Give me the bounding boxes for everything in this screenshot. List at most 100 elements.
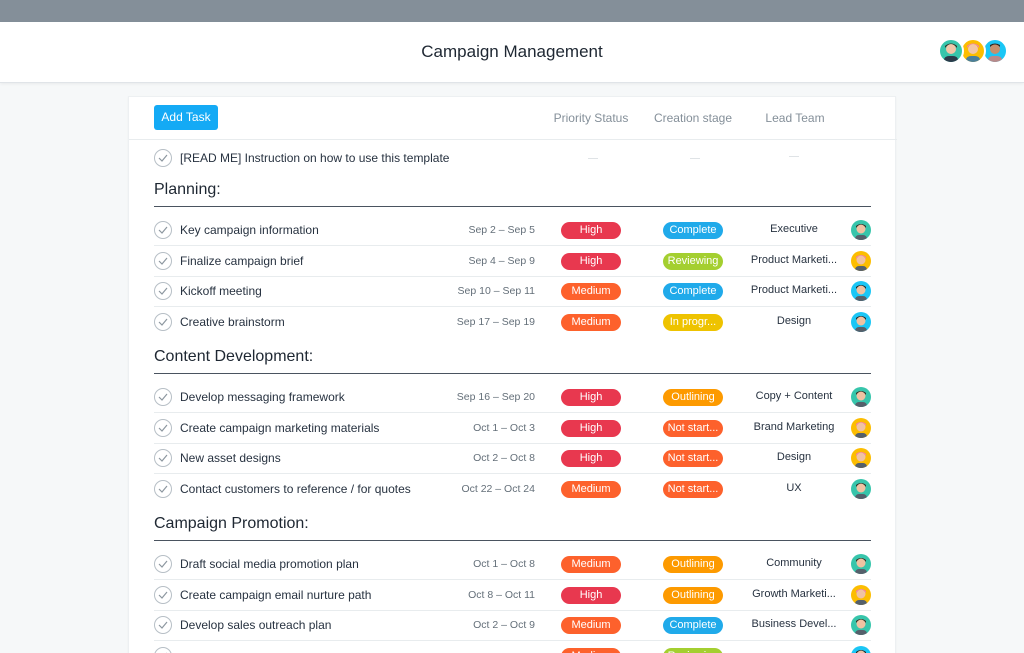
priority-badge[interactable]: Medium — [561, 481, 621, 499]
assignee-avatar[interactable] — [851, 554, 871, 574]
due-date-range[interactable]: Oct 1 – Oct 8 — [473, 558, 535, 570]
assignee-avatar[interactable] — [851, 646, 871, 653]
team-empty[interactable] — [789, 156, 799, 157]
task-row[interactable]: Key campaign information Sep 2 – Sep 5 Hig… — [154, 215, 871, 246]
task-name[interactable]: Key campaign information — [180, 223, 319, 237]
task-row[interactable]: Medium Reviewing — [154, 641, 871, 653]
complete-checkbox[interactable] — [154, 585, 172, 604]
due-date-range[interactable]: Oct 8 – Oct 11 — [468, 588, 535, 601]
assignee-avatar[interactable] — [851, 584, 871, 605]
stage-badge[interactable]: Outlining — [663, 586, 723, 604]
due-date-range[interactable]: Oct 1 – Oct 3 — [473, 421, 535, 434]
priority-badge[interactable]: Medium — [561, 283, 621, 301]
column-header-team[interactable]: Lead Team — [765, 111, 825, 125]
add-task-button[interactable]: Add Task — [154, 105, 218, 130]
task-name[interactable]: [READ ME] Instruction on how to use this… — [180, 151, 450, 165]
stage-badge[interactable]: Outlining — [663, 389, 723, 406]
complete-checkbox[interactable] — [154, 282, 172, 301]
stage-empty[interactable] — [690, 158, 700, 159]
section-header[interactable]: Campaign Promotion: — [154, 511, 871, 541]
task-row[interactable]: New asset designs Oct 2 – Oct 8 High Not st… — [154, 443, 871, 475]
task-name[interactable]: Develop sales outreach plan — [180, 618, 332, 633]
complete-checkbox[interactable] — [154, 555, 172, 573]
complete-checkbox[interactable] — [154, 388, 172, 406]
column-header-priority[interactable]: Priority Status — [553, 111, 629, 125]
task-name[interactable]: Finalize campaign brief — [180, 253, 304, 268]
lead-team[interactable]: UX — [786, 482, 802, 495]
priority-badge[interactable]: High — [561, 419, 621, 437]
lead-team[interactable]: Community — [766, 557, 822, 569]
due-date-range[interactable]: Oct 2 – Oct 9 — [473, 619, 535, 632]
task-name[interactable]: Contact customers to reference / for quo… — [180, 482, 411, 497]
task-row[interactable]: Contact customers to reference / for quo… — [154, 474, 871, 505]
lead-team[interactable]: Growth Marketi... — [752, 587, 836, 600]
stage-badge[interactable]: Not start... — [663, 419, 723, 437]
complete-checkbox[interactable] — [154, 251, 172, 270]
stage-badge[interactable]: Outlining — [663, 556, 723, 573]
stage-badge[interactable]: Reviewing — [663, 648, 723, 653]
due-date-range[interactable]: Oct 22 – Oct 24 — [461, 483, 535, 496]
due-date-range[interactable]: Sep 2 – Sep 5 — [468, 224, 535, 236]
task-name[interactable]: Develop messaging framework — [180, 390, 345, 404]
section-header[interactable]: Content Development: — [154, 344, 871, 374]
priority-badge[interactable]: Medium — [561, 617, 621, 635]
complete-checkbox[interactable] — [154, 418, 172, 437]
due-date-range[interactable]: Sep 17 – Sep 19 — [456, 316, 535, 329]
assignee-avatar[interactable] — [851, 417, 871, 438]
assignee-avatar[interactable] — [851, 312, 871, 333]
assignee-avatar[interactable] — [851, 615, 871, 636]
complete-checkbox[interactable] — [154, 480, 172, 499]
priority-badge[interactable]: Medium — [561, 648, 621, 653]
task-name[interactable]: Creative brainstorm — [180, 315, 285, 330]
lead-team[interactable]: Product Marketi... — [750, 284, 838, 297]
task-name[interactable]: New asset designs — [180, 451, 281, 466]
stage-badge[interactable]: Reviewing — [663, 252, 723, 270]
stage-badge[interactable]: Complete — [663, 283, 723, 301]
task-row[interactable]: Develop messaging framework Sep 16 – Sep … — [154, 382, 871, 413]
priority-badge[interactable]: High — [561, 450, 621, 468]
priority-badge[interactable]: Medium — [561, 314, 621, 332]
priority-badge[interactable]: High — [561, 389, 621, 406]
readme-task-row[interactable]: [READ ME] Instruction on how to use this… — [154, 143, 871, 174]
complete-checkbox[interactable] — [154, 313, 172, 332]
task-name[interactable]: Draft social media promotion plan — [180, 557, 359, 571]
assignee-avatar[interactable] — [851, 448, 871, 469]
lead-team[interactable]: Business Devel... — [751, 618, 837, 631]
assignee-avatar[interactable] — [851, 250, 871, 271]
due-date-range[interactable]: Oct 2 – Oct 8 — [473, 452, 535, 465]
due-date-range[interactable]: Sep 16 – Sep 20 — [456, 391, 535, 403]
task-row[interactable]: Draft social media promotion plan Oct 1 –… — [154, 549, 871, 580]
assignee-avatar[interactable] — [851, 281, 871, 302]
task-row[interactable]: Finalize campaign brief Sep 4 – Sep 9 High… — [154, 246, 871, 277]
priority-badge[interactable]: High — [561, 222, 621, 239]
complete-checkbox[interactable] — [154, 616, 172, 635]
section-header[interactable]: Planning: — [154, 177, 871, 207]
task-row[interactable]: Develop sales outreach plan Oct 2 – Oct 9… — [154, 610, 871, 642]
complete-checkbox[interactable] — [154, 449, 172, 468]
lead-team[interactable]: Executive — [770, 223, 818, 235]
column-header-stage[interactable]: Creation stage — [653, 111, 733, 125]
due-date-range[interactable]: Sep 4 – Sep 9 — [468, 254, 535, 267]
stage-badge[interactable]: Not start... — [663, 450, 723, 468]
lead-team[interactable]: Copy + Content — [755, 390, 833, 402]
complete-checkbox[interactable] — [154, 149, 172, 167]
stage-badge[interactable]: Complete — [663, 222, 723, 239]
lead-team[interactable]: Design — [776, 451, 812, 464]
lead-team[interactable]: Brand Marketing — [753, 420, 835, 433]
complete-checkbox[interactable] — [154, 647, 172, 653]
lead-team[interactable]: Product Marketi... — [750, 253, 838, 266]
task-row[interactable]: Creative brainstorm Sep 17 – Sep 19 Medium… — [154, 307, 871, 338]
priority-badge[interactable]: Medium — [561, 556, 621, 573]
lead-team[interactable]: Design — [776, 315, 812, 328]
avatar[interactable] — [982, 38, 1008, 64]
task-name[interactable]: Create campaign marketing materials — [180, 420, 380, 435]
assignee-avatar[interactable] — [851, 220, 871, 240]
stage-badge[interactable]: In progr... — [663, 314, 723, 332]
task-name[interactable]: Kickoff meeting — [180, 284, 262, 299]
assignee-avatar[interactable] — [851, 387, 871, 407]
task-row[interactable]: Create campaign marketing materials Oct 1… — [154, 413, 871, 444]
stage-badge[interactable]: Not start... — [663, 481, 723, 499]
assignee-avatar[interactable] — [851, 479, 871, 500]
task-row[interactable]: Create campaign email nurture path Oct 8 … — [154, 580, 871, 611]
task-row[interactable]: Kickoff meeting Sep 10 – Sep 11 Medium Comp… — [154, 276, 871, 308]
